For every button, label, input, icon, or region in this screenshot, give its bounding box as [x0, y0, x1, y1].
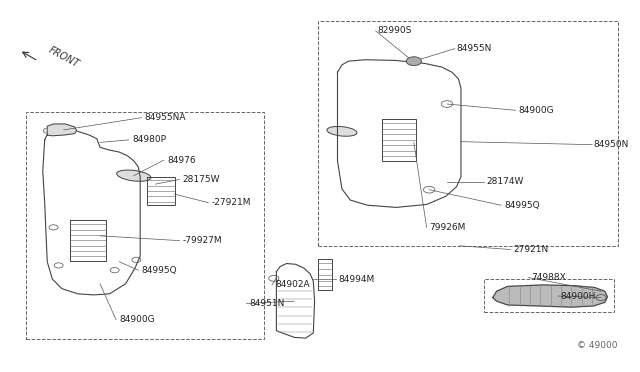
- Text: 84950N: 84950N: [593, 140, 628, 149]
- Text: 84902A: 84902A: [275, 280, 310, 289]
- Text: -27921M: -27921M: [211, 198, 251, 207]
- Text: 27921N: 27921N: [514, 245, 549, 254]
- Ellipse shape: [116, 170, 151, 181]
- Polygon shape: [47, 124, 77, 136]
- Text: FRONT: FRONT: [47, 45, 81, 70]
- Circle shape: [406, 57, 422, 65]
- Text: 82990S: 82990S: [377, 26, 412, 35]
- Text: 74988X: 74988X: [531, 273, 566, 282]
- Bar: [318, 21, 618, 246]
- Text: 79926M: 79926M: [429, 223, 465, 232]
- Text: 84955N: 84955N: [456, 44, 492, 53]
- Text: 28175W: 28175W: [183, 175, 220, 184]
- Bar: [484, 279, 614, 312]
- Text: 84995Q: 84995Q: [504, 201, 540, 210]
- Text: 84994M: 84994M: [339, 275, 375, 283]
- Bar: [26, 112, 264, 339]
- Text: 84900G: 84900G: [518, 106, 554, 115]
- Text: 84900G: 84900G: [119, 315, 155, 324]
- Text: 84955NA: 84955NA: [145, 113, 186, 122]
- Text: 84951N: 84951N: [250, 299, 285, 308]
- Text: 84980P: 84980P: [132, 135, 166, 144]
- Text: 84995Q: 84995Q: [141, 266, 177, 275]
- Text: 84976: 84976: [167, 155, 196, 165]
- Polygon shape: [493, 285, 607, 307]
- Text: © 49000: © 49000: [577, 341, 618, 350]
- Text: 28174W: 28174W: [486, 177, 524, 186]
- Text: -79927M: -79927M: [183, 236, 223, 245]
- Ellipse shape: [327, 126, 357, 136]
- Text: 84900H: 84900H: [560, 292, 596, 301]
